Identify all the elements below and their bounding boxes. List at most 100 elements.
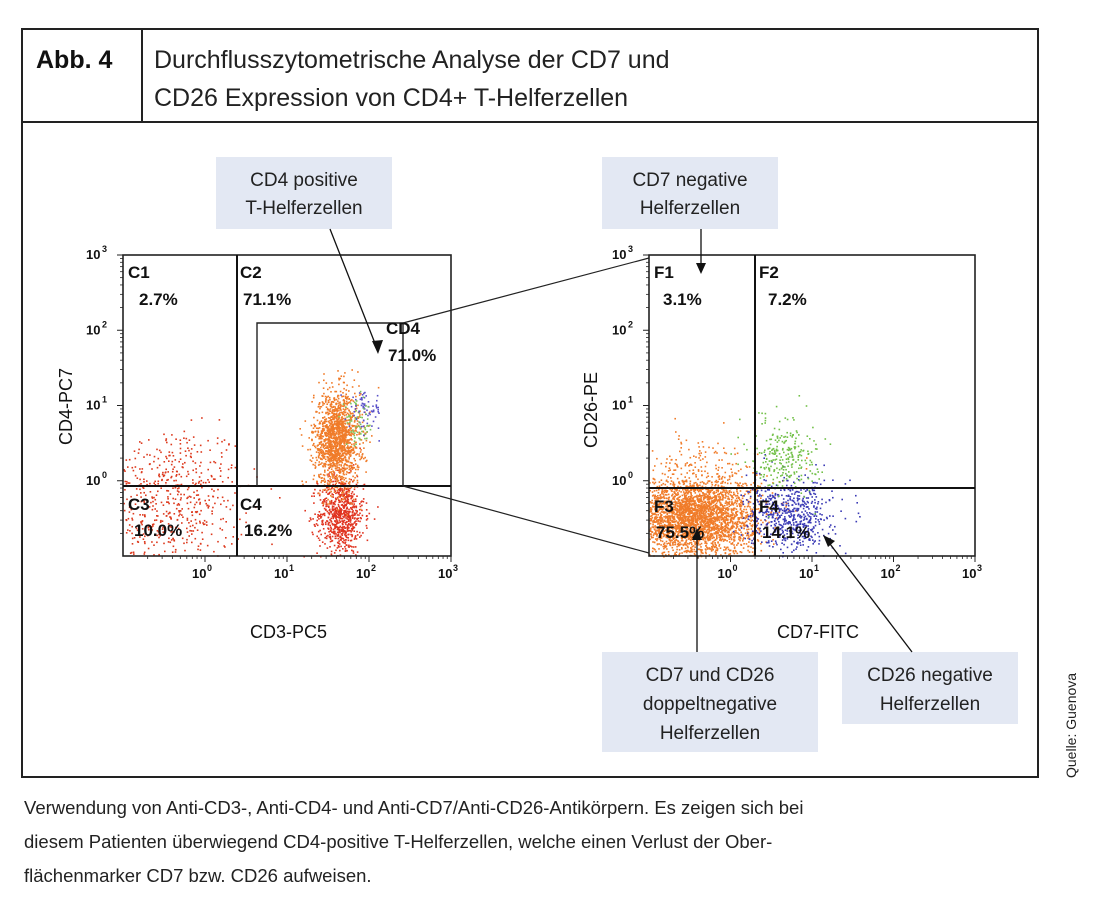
- event-point: [671, 488, 674, 490]
- event-point: [302, 483, 304, 486]
- event-point: [346, 398, 348, 400]
- event-point: [687, 517, 690, 520]
- event-point: [144, 542, 146, 545]
- event-point: [717, 531, 719, 534]
- event-point: [344, 455, 346, 458]
- event-point: [681, 539, 684, 542]
- event-point: [685, 523, 688, 525]
- event-point: [331, 431, 334, 433]
- event-point: [177, 493, 179, 496]
- event-point: [344, 534, 347, 537]
- event-point: [347, 442, 349, 445]
- event-point: [139, 441, 141, 443]
- event-point: [342, 422, 344, 424]
- event-point: [342, 395, 345, 398]
- event-point: [367, 401, 370, 403]
- event-point: [336, 508, 338, 510]
- event-point: [714, 542, 716, 544]
- event-point: [328, 455, 331, 457]
- event-point: [330, 490, 332, 493]
- event-point: [714, 520, 717, 522]
- event-point: [335, 413, 338, 415]
- event-point: [716, 452, 718, 454]
- event-point: [757, 522, 759, 525]
- x-tick-label: 10: [356, 566, 370, 581]
- event-point: [727, 508, 730, 511]
- event-point: [668, 521, 670, 524]
- event-point: [354, 537, 356, 539]
- event-point: [749, 508, 752, 510]
- event-point: [330, 550, 333, 553]
- event-point: [328, 480, 330, 483]
- event-point: [356, 453, 358, 455]
- event-point: [343, 410, 345, 413]
- event-point: [341, 522, 344, 525]
- event-point: [704, 500, 706, 503]
- event-point: [676, 513, 679, 516]
- event-point: [669, 543, 671, 545]
- event-point: [355, 483, 358, 486]
- event-point: [136, 529, 139, 532]
- event-point: [686, 535, 689, 537]
- event-point: [159, 521, 162, 523]
- event-point: [340, 529, 342, 531]
- event-point: [320, 533, 322, 536]
- event-point: [728, 475, 731, 477]
- event-point: [342, 505, 344, 507]
- event-point: [180, 493, 182, 496]
- event-point: [331, 440, 334, 443]
- event-point: [167, 513, 170, 515]
- event-point: [662, 521, 664, 524]
- event-point: [176, 470, 178, 473]
- event-point: [214, 502, 216, 505]
- event-point: [342, 476, 344, 479]
- event-point: [355, 512, 358, 514]
- event-point: [739, 511, 742, 514]
- event-point: [722, 514, 724, 516]
- event-point: [332, 503, 334, 505]
- event-point: [709, 519, 711, 522]
- event-point: [347, 487, 349, 489]
- event-point: [770, 512, 772, 514]
- event-point: [324, 532, 326, 535]
- event-point: [362, 405, 364, 408]
- event-point: [346, 528, 349, 531]
- event-point: [328, 453, 330, 456]
- event-point: [728, 541, 731, 543]
- event-point: [662, 491, 664, 493]
- event-point: [338, 441, 341, 444]
- event-point: [332, 431, 335, 434]
- event-point: [706, 498, 709, 501]
- event-point: [662, 511, 664, 513]
- event-point: [192, 469, 194, 472]
- event-point: [346, 416, 348, 418]
- event-point: [731, 543, 733, 545]
- event-point: [203, 519, 206, 522]
- event-point: [346, 524, 349, 526]
- event-point: [341, 513, 344, 515]
- event-point: [356, 481, 359, 484]
- event-point: [336, 455, 338, 458]
- event-point: [737, 532, 739, 534]
- event-point: [341, 509, 343, 511]
- event-point: [127, 482, 129, 484]
- event-point: [657, 500, 660, 502]
- event-point: [696, 508, 699, 511]
- event-point: [335, 420, 337, 423]
- event-point: [654, 533, 657, 535]
- event-point: [687, 549, 689, 552]
- event-point: [328, 475, 330, 477]
- event-point: [656, 533, 659, 536]
- event-point: [336, 526, 339, 529]
- event-point: [724, 526, 726, 528]
- event-point: [324, 537, 326, 539]
- event-point: [711, 484, 714, 486]
- event-point: [330, 553, 333, 555]
- event-point: [324, 439, 326, 442]
- event-point: [211, 523, 214, 525]
- event-point: [727, 524, 730, 527]
- event-point: [757, 485, 759, 487]
- event-point: [738, 497, 740, 499]
- event-point: [328, 440, 330, 443]
- event-point: [677, 505, 679, 508]
